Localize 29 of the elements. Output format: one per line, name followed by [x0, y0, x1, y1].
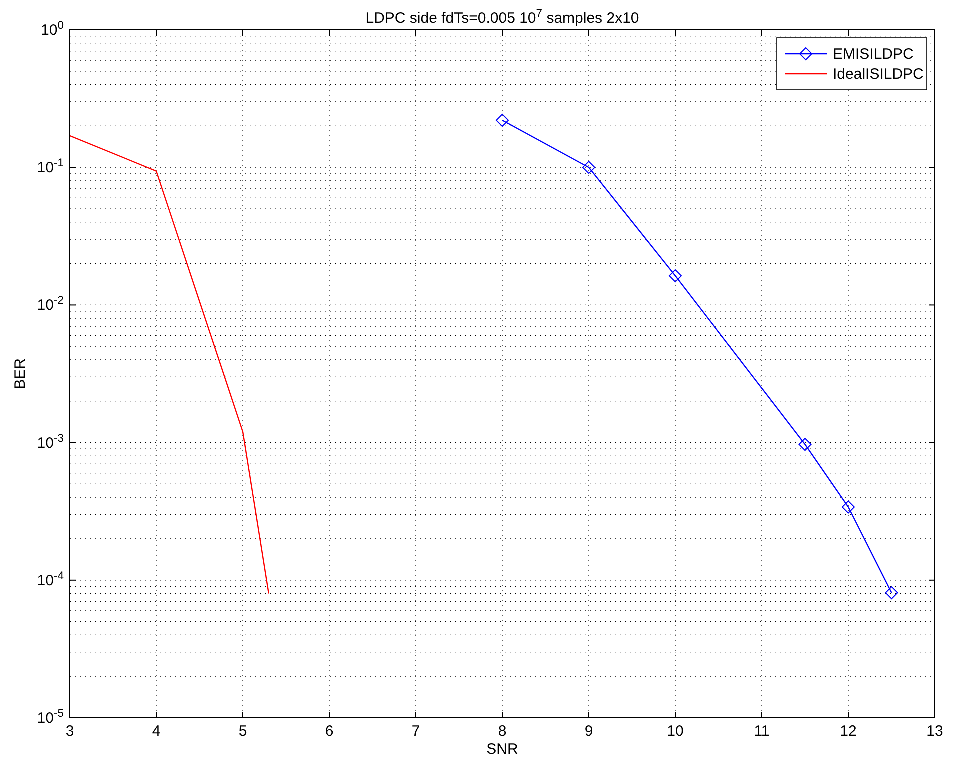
point [582, 161, 596, 174]
y-tick-label: 10$^{-1}$ [37, 158, 64, 177]
y-tick-label: 10$^{-4}$ [37, 570, 64, 590]
x-tick-label: 12 [840, 723, 857, 740]
x-tick-label: 3 [66, 723, 74, 740]
point [496, 114, 509, 127]
point [798, 438, 812, 452]
x-tick-label: 6 [325, 723, 334, 740]
x-tick-label: 5 [238, 723, 248, 740]
line-series [69, 135, 270, 594]
x-tick-label: 13 [926, 723, 944, 740]
y-tick-label: 10$^{-2}$ [37, 295, 64, 314]
chart-title: LDPC side fdTs=0.005 10$^{7}$ samples 2x10 [366, 8, 640, 27]
x-tick-label: 7 [412, 723, 420, 740]
point [669, 270, 682, 283]
x-tick-label: 8 [498, 723, 507, 740]
x-axis-title: SNR [486, 741, 518, 758]
y-axis-title: BER [12, 358, 29, 390]
y-tick-label: 10$^{0}$ [41, 20, 64, 39]
point [885, 586, 898, 600]
y-tick-label: 10$^{-3}$ [37, 432, 64, 452]
y-tick-label: 10$^{-5}$ [37, 708, 64, 727]
x-tick-label: 9 [584, 723, 594, 740]
legend-label: EMISILDPC [833, 46, 914, 63]
legend-label: IdealISILDPC [833, 66, 924, 83]
x-tick-label: 4 [152, 723, 161, 740]
point [842, 500, 855, 514]
x-tick-label: 10 [667, 723, 684, 740]
x-tick-label: 11 [754, 723, 770, 740]
